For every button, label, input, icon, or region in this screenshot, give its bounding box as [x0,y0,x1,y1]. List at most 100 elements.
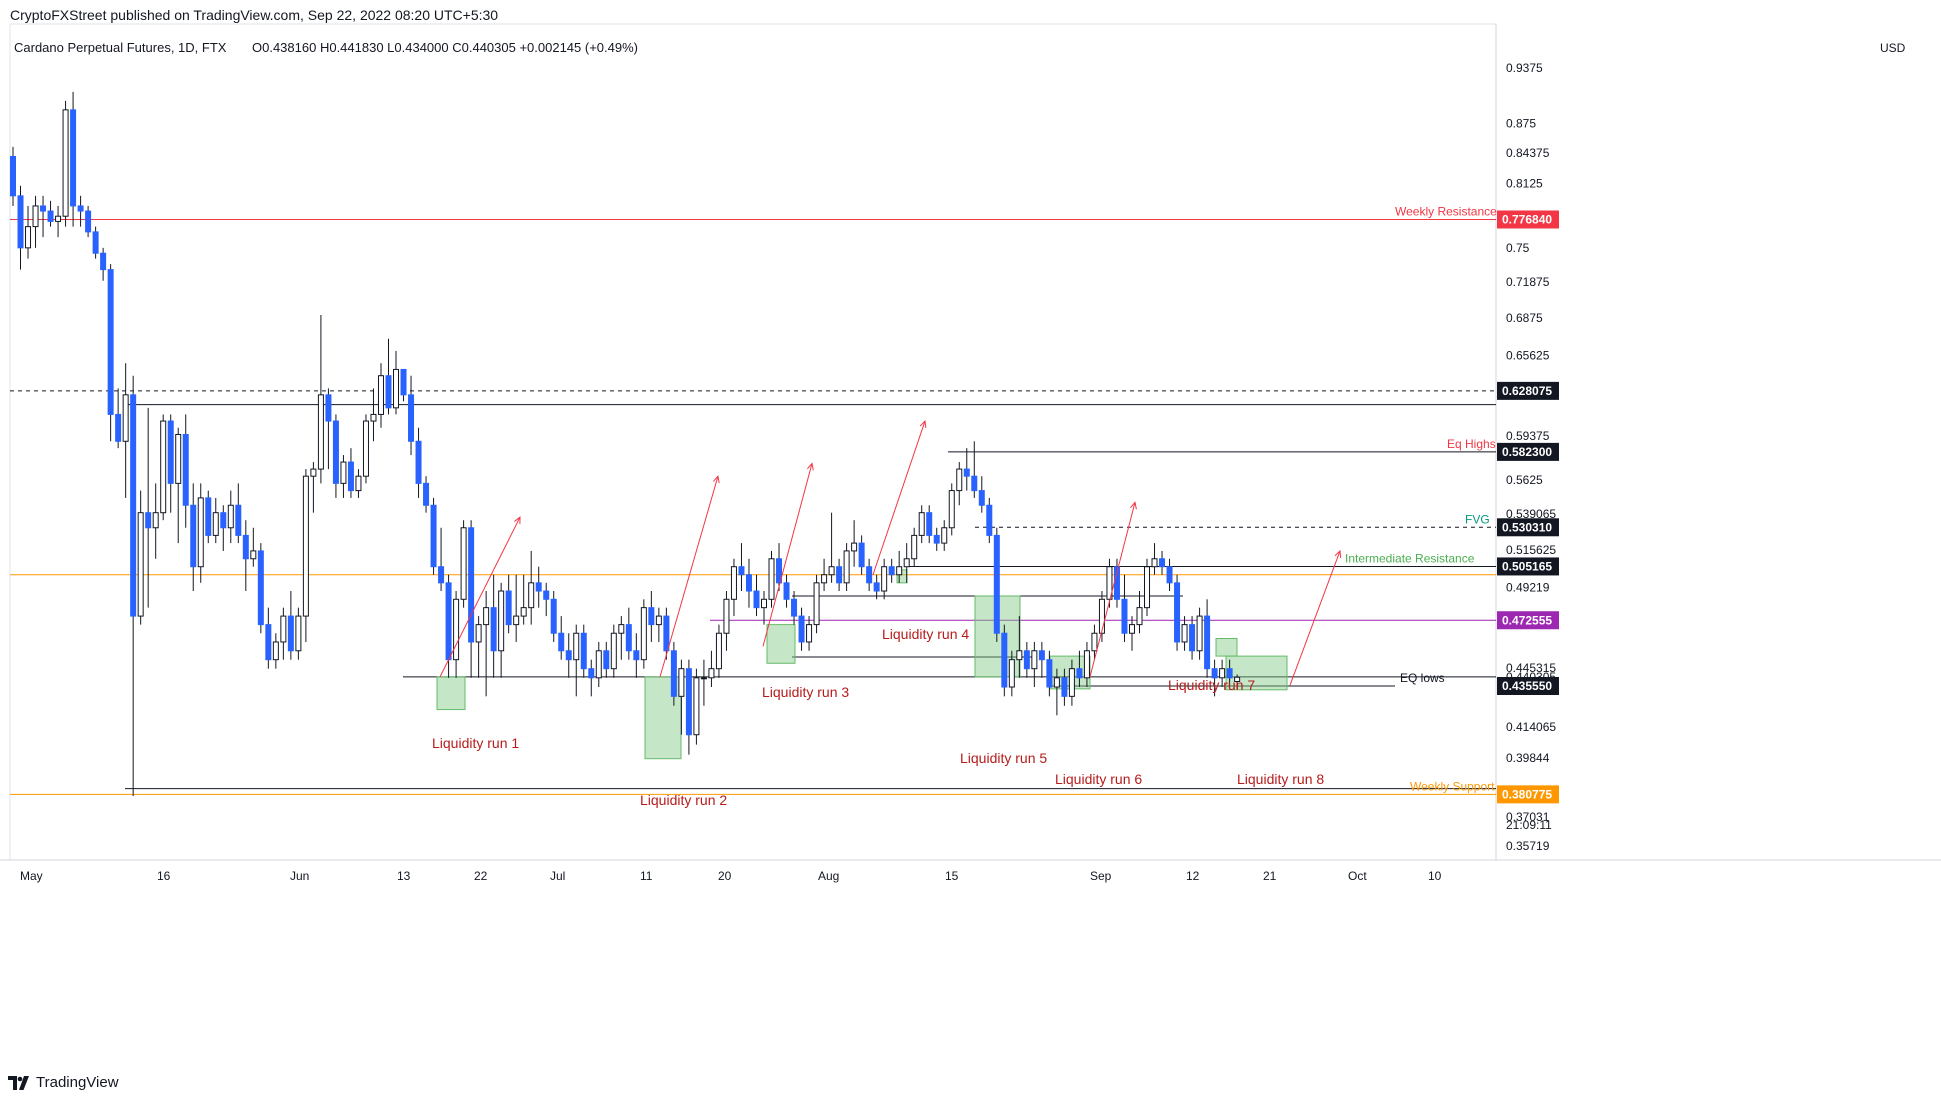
candle [160,414,167,521]
tradingview-footer[interactable]: TradingView [8,1074,119,1091]
candle-body [1204,615,1211,670]
candle [565,633,572,678]
liquidity-run-label: Liquidity run 5 [960,750,1047,766]
candle [858,535,865,575]
candle [70,91,77,227]
candle [836,558,843,592]
candle [685,659,692,755]
candle-body [100,252,107,271]
price-tag [1497,785,1559,804]
time-tick-label: 22 [474,869,488,883]
candle-body [175,433,182,484]
candle-body [730,566,737,600]
price-axis[interactable]: 0.9375 0.875 0.84375 0.8125 0.75 0.71875 0.687… [1497,61,1559,853]
price-tick-label: 0.414065 [1506,720,1556,734]
candle-body [272,641,279,661]
candle-body [978,490,985,506]
price-tick-label: 0.8125 [1506,176,1543,190]
candle [633,633,640,678]
candle-body [851,542,858,552]
candle-body [1234,676,1241,682]
candle [17,185,24,270]
candle [745,558,752,608]
candle [47,200,54,227]
price-tag [1497,518,1559,537]
candle-body [325,394,332,422]
candle [1076,650,1083,688]
candle-body [791,598,798,617]
candle [798,607,805,651]
candle [753,574,760,617]
candle [340,455,347,498]
candle-body [347,461,354,492]
projection-arrow [762,463,813,647]
price-tick-label: 0.445315 [1506,661,1556,675]
candle-body [1196,615,1203,652]
candle [227,490,234,544]
candle [152,483,159,559]
price-tick-label: 0.5625 [1506,473,1543,487]
candle-body [137,512,144,617]
candle-body [257,550,264,626]
candle [866,558,873,592]
candle-body [280,615,287,643]
candle [1196,607,1203,660]
candle-body [828,566,835,576]
liquidity-box [1215,637,1238,657]
candle [438,527,445,592]
candle-body [32,205,39,228]
candle-body [25,226,32,249]
candle-body [475,624,482,643]
candle [625,607,632,660]
candle [122,363,129,498]
candle [287,591,294,660]
candle-body [1031,650,1038,670]
level-label: Weekly Support [1410,779,1495,793]
candle-body [167,420,174,484]
candle [393,350,400,415]
candle-body [550,598,557,634]
candle [986,497,993,544]
candle [543,582,550,617]
candle [332,414,339,498]
candle [640,599,647,669]
candle-body [1106,566,1113,600]
candle-body [430,504,437,568]
candle [1031,641,1038,688]
candle [205,490,212,544]
time-tick-label: 12 [1186,869,1200,883]
price-tag-value: 0.472555 [1502,613,1552,627]
candle-body [738,566,745,576]
candle [573,624,580,697]
projection-arrow [439,516,521,678]
candle [828,512,835,583]
candle-body [115,413,122,442]
candle-body [535,582,542,592]
candles-layer [10,91,1241,796]
candle [212,497,219,544]
candle-body [1189,624,1196,652]
price-tick-label: 0.65625 [1506,348,1550,362]
candle-body [235,504,242,536]
candle [791,591,798,625]
tradingview-logo-icon [8,1075,29,1090]
liquidity-box [1225,655,1288,691]
candle [1098,591,1105,642]
candle [1204,599,1211,678]
candle [1159,550,1166,575]
candle-body [415,440,422,484]
candle-body [498,590,505,652]
liquidity-box [436,676,466,711]
time-axis[interactable]: May 16 Jun 13 22 Jul 11 20 Aug 15 Sep 12 21 Oct 10 [20,869,1442,883]
candle [272,633,279,669]
candle-body [1226,668,1233,679]
candle [1211,659,1218,697]
candle [911,527,918,567]
candle [295,607,302,660]
candle [1174,574,1181,651]
liquidity-run-label: Liquidity run 8 [1237,771,1324,787]
candle-body [761,598,767,609]
candle-body [70,109,77,207]
candle-body [1219,668,1226,679]
